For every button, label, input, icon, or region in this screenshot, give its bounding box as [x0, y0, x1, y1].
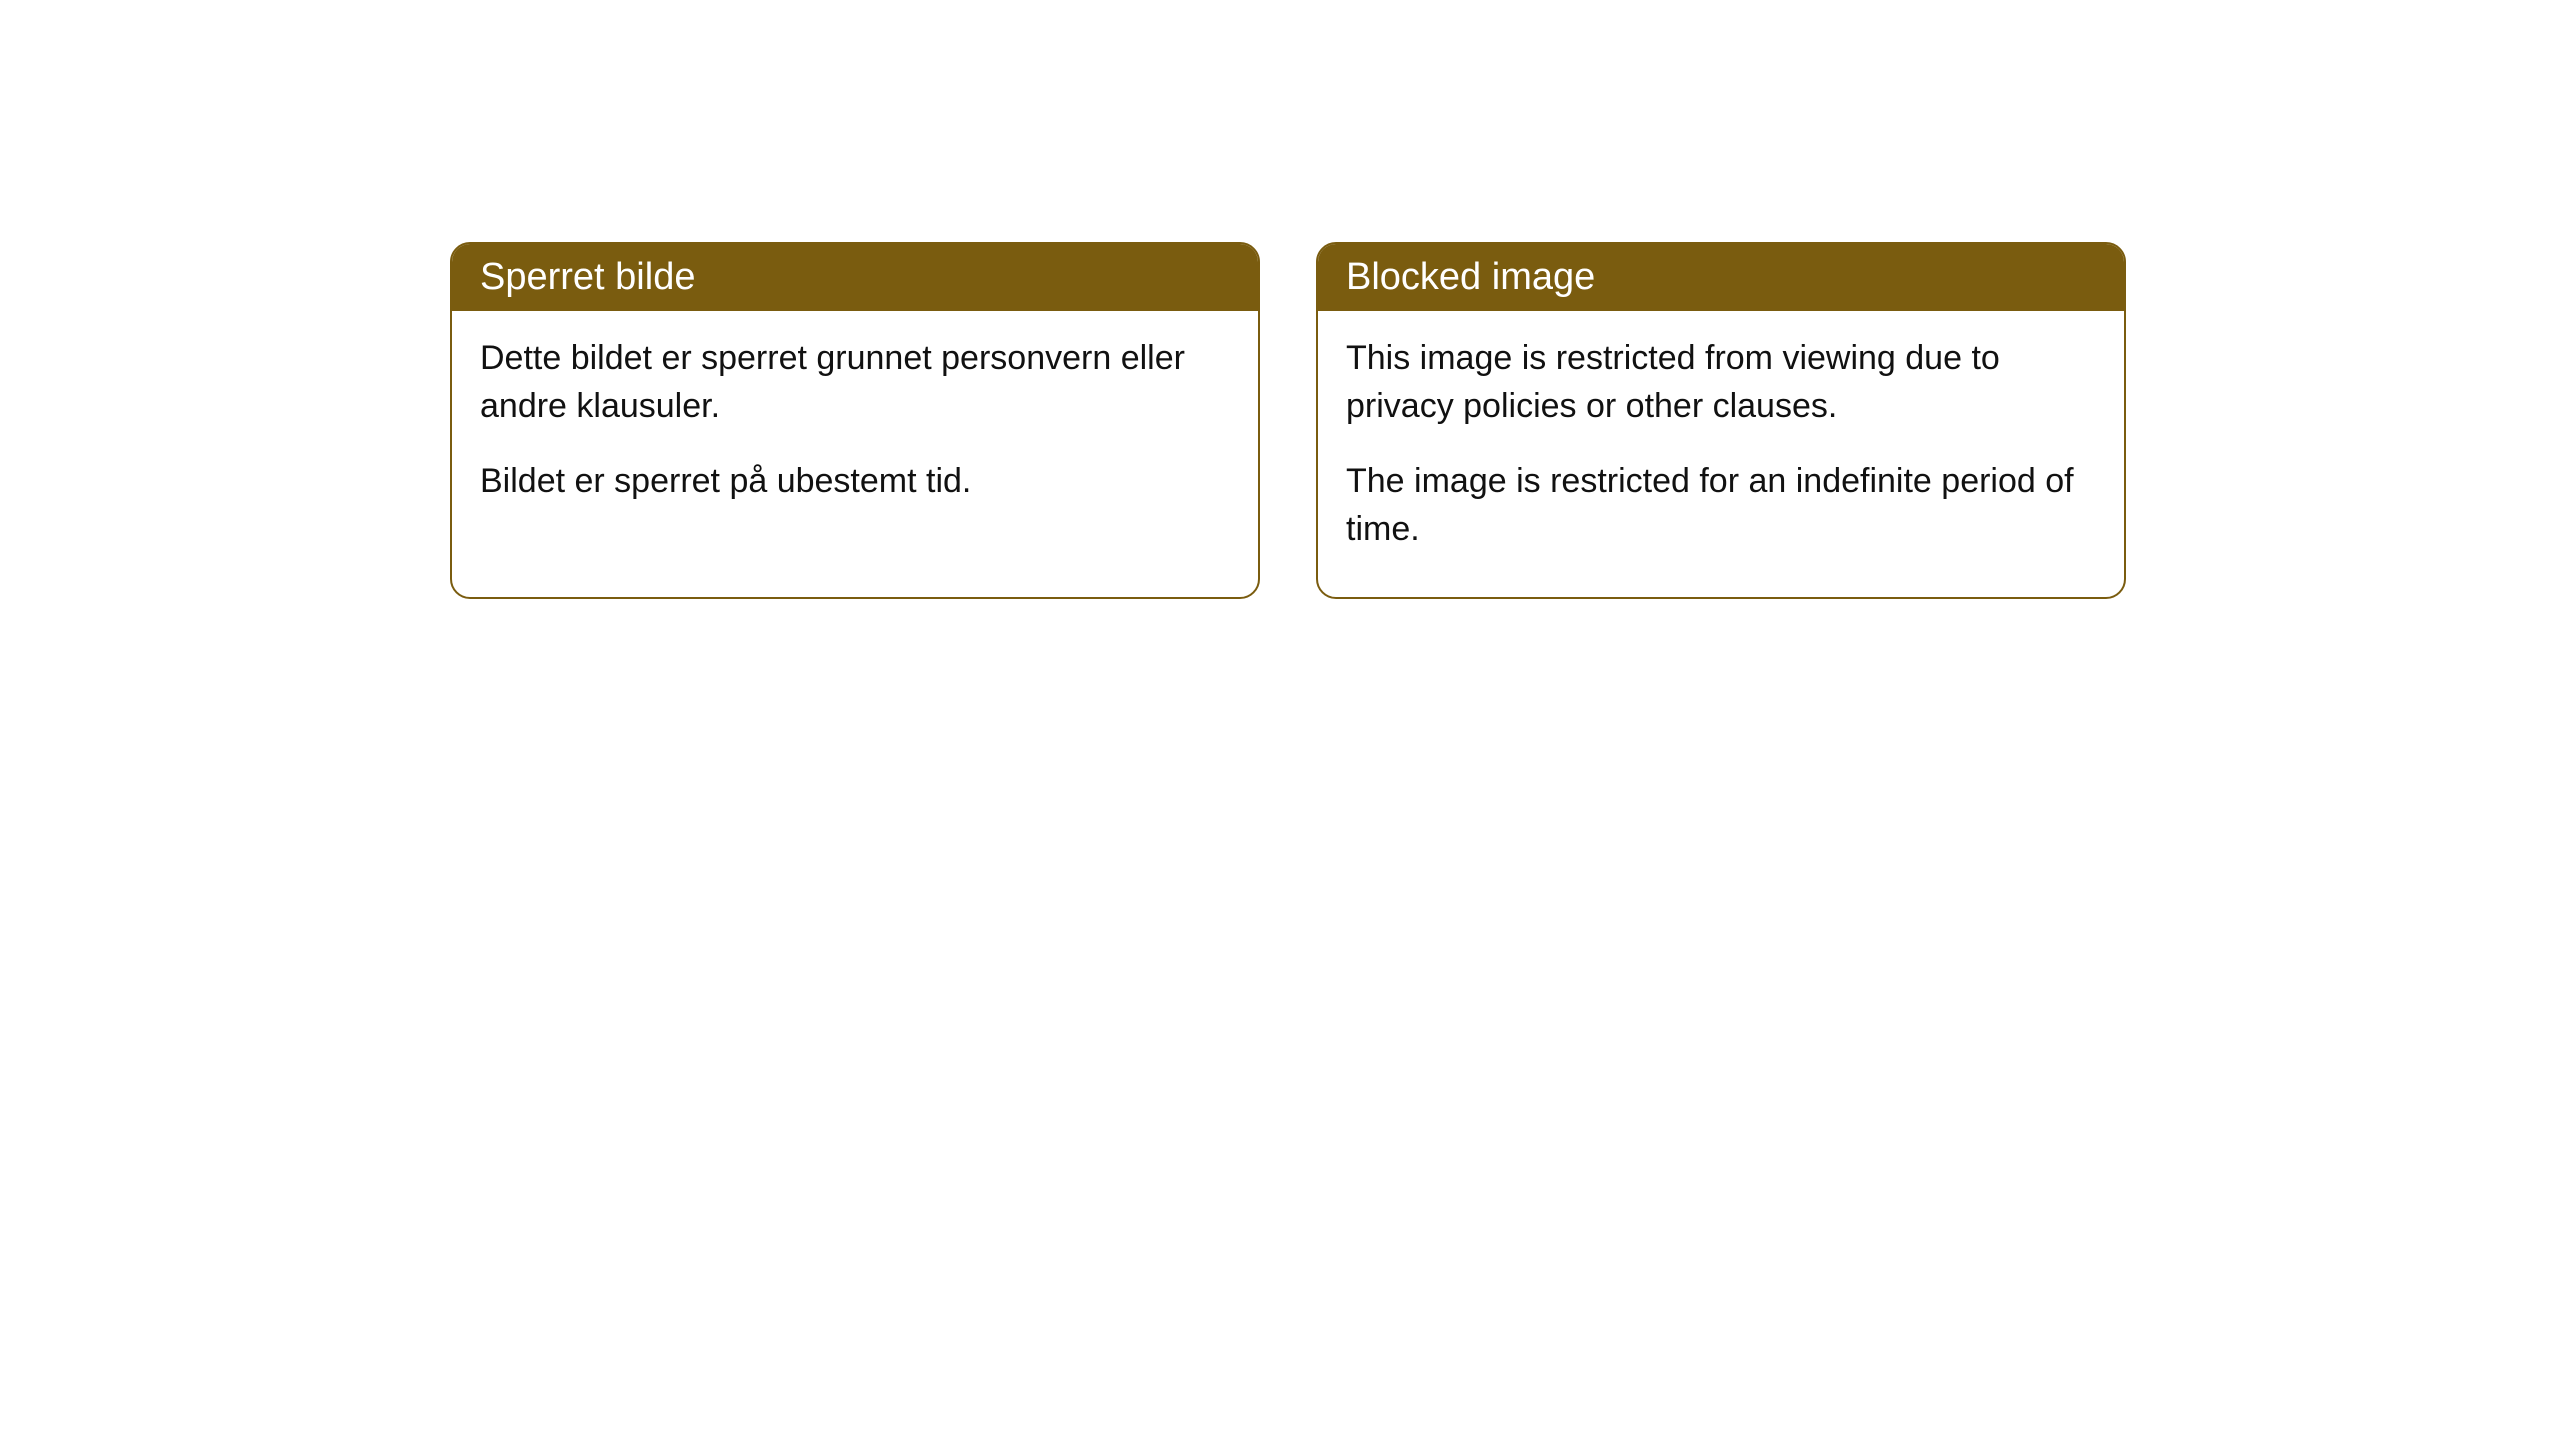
card-header-no: Sperret bilde — [452, 244, 1258, 311]
card-paragraph-no-2: Bildet er sperret på ubestemt tid. — [480, 458, 1230, 506]
notice-cards-container: Sperret bilde Dette bildet er sperret gr… — [450, 242, 2126, 599]
card-body-en: This image is restricted from viewing du… — [1318, 311, 2124, 597]
card-body-no: Dette bildet er sperret grunnet personve… — [452, 311, 1258, 550]
card-title-no: Sperret bilde — [480, 256, 695, 298]
card-paragraph-en-1: This image is restricted from viewing du… — [1346, 335, 2096, 430]
card-header-en: Blocked image — [1318, 244, 2124, 311]
blocked-image-card-no: Sperret bilde Dette bildet er sperret gr… — [450, 242, 1260, 599]
blocked-image-card-en: Blocked image This image is restricted f… — [1316, 242, 2126, 599]
card-paragraph-no-1: Dette bildet er sperret grunnet personve… — [480, 335, 1230, 430]
card-title-en: Blocked image — [1346, 256, 1595, 298]
card-paragraph-en-2: The image is restricted for an indefinit… — [1346, 458, 2096, 553]
